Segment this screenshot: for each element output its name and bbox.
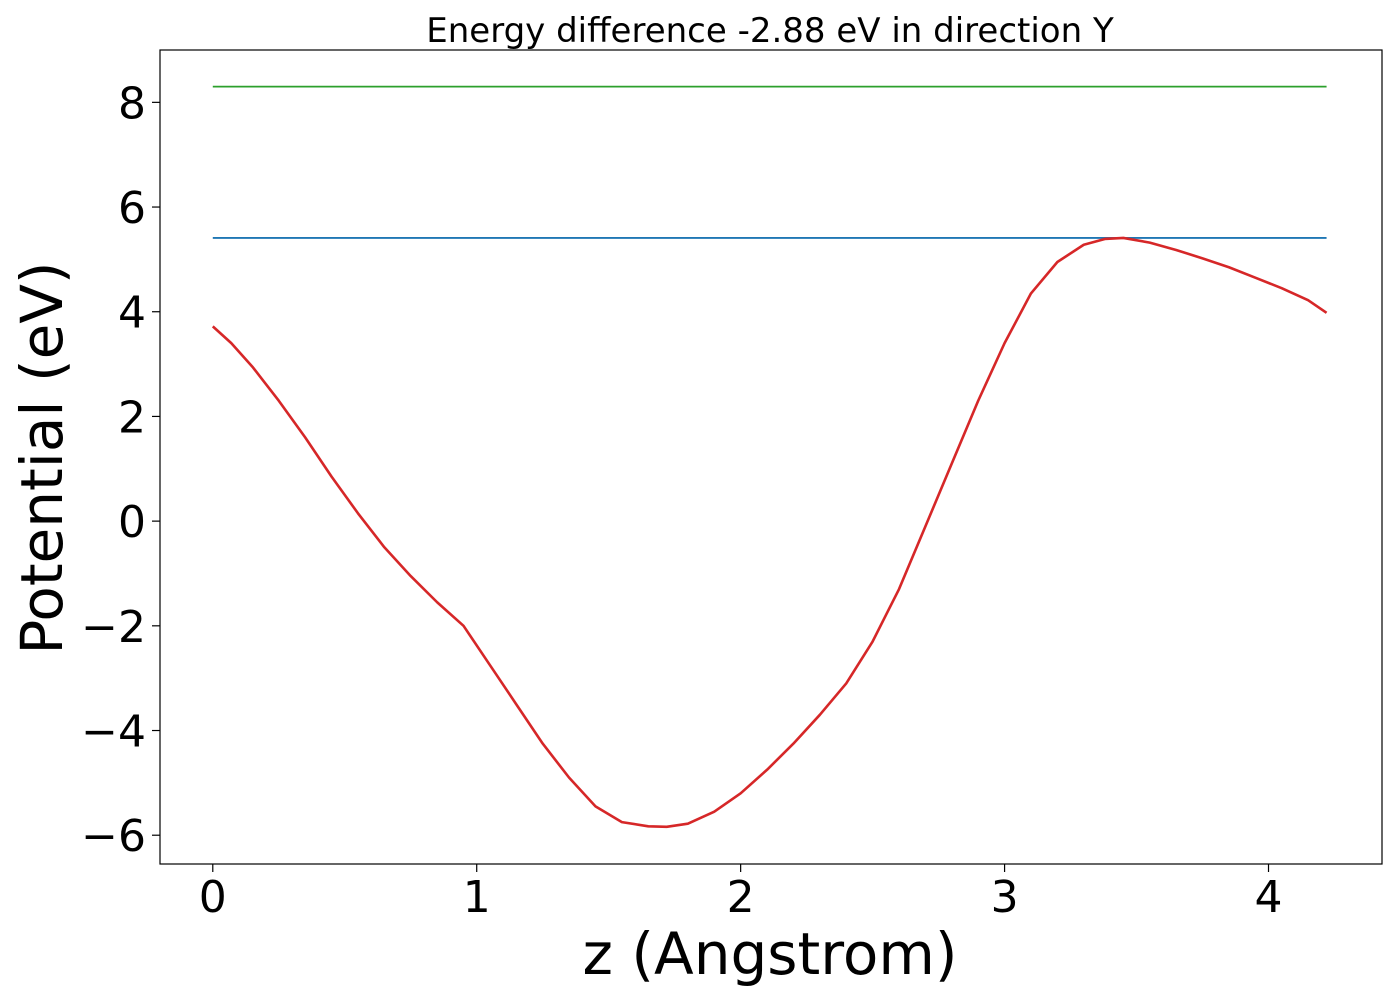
x-tick-label: 2: [727, 872, 755, 923]
plot-lines: [211, 85, 1328, 829]
y-tick-label: −4: [81, 707, 146, 758]
y-tick-label: 6: [118, 183, 146, 234]
plot-frame: [159, 49, 1383, 865]
x-tick-label: 3: [991, 872, 1019, 923]
y-tick-label: −6: [81, 811, 146, 862]
y-tick-label: 8: [118, 78, 146, 129]
chart-title: Energy difference -2.88 eV in direction …: [426, 11, 1114, 51]
x-tick-label: 1: [463, 872, 491, 923]
y-tick-label: 0: [118, 497, 146, 548]
x-ticks: 0 1 2 3 4: [199, 864, 1283, 923]
y-ticks: −6 −4 −2 0 2 4 6 8: [81, 78, 160, 862]
x-axis-label: z (Angstrom): [583, 920, 958, 988]
y-tick-label: −2: [81, 602, 146, 653]
y-tick-label: 4: [118, 288, 146, 339]
x-tick-label: 0: [199, 872, 227, 923]
y-tick-label: 2: [118, 392, 146, 443]
x-tick-label: 4: [1255, 872, 1283, 923]
y-axis-label: Potential (eV): [8, 261, 76, 654]
series-line-3: [211, 236, 1328, 829]
